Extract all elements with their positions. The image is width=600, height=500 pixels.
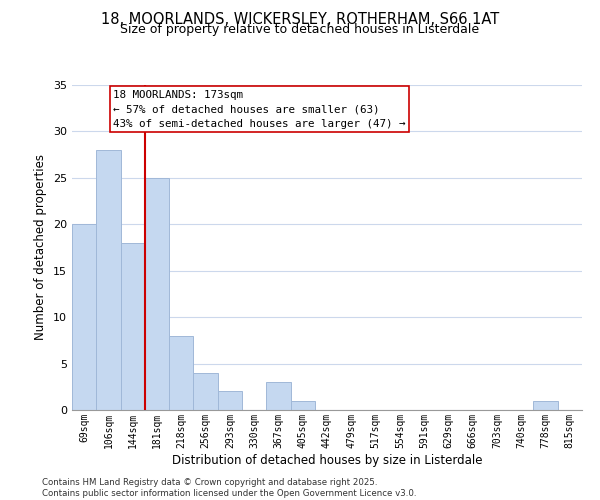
Bar <box>533 400 558 410</box>
Text: 18, MOORLANDS, WICKERSLEY, ROTHERHAM, S66 1AT: 18, MOORLANDS, WICKERSLEY, ROTHERHAM, S6… <box>101 12 499 28</box>
Bar <box>121 243 145 410</box>
Text: 18 MOORLANDS: 173sqm
← 57% of detached houses are smaller (63)
43% of semi-detac: 18 MOORLANDS: 173sqm ← 57% of detached h… <box>113 90 406 129</box>
Bar <box>290 400 315 410</box>
Bar <box>96 150 121 410</box>
Bar <box>218 392 242 410</box>
Y-axis label: Number of detached properties: Number of detached properties <box>34 154 47 340</box>
Bar <box>266 382 290 410</box>
Bar <box>72 224 96 410</box>
Bar <box>169 336 193 410</box>
Text: Size of property relative to detached houses in Listerdale: Size of property relative to detached ho… <box>121 24 479 36</box>
X-axis label: Distribution of detached houses by size in Listerdale: Distribution of detached houses by size … <box>172 454 482 466</box>
Bar <box>145 178 169 410</box>
Text: Contains HM Land Registry data © Crown copyright and database right 2025.
Contai: Contains HM Land Registry data © Crown c… <box>42 478 416 498</box>
Bar <box>193 373 218 410</box>
